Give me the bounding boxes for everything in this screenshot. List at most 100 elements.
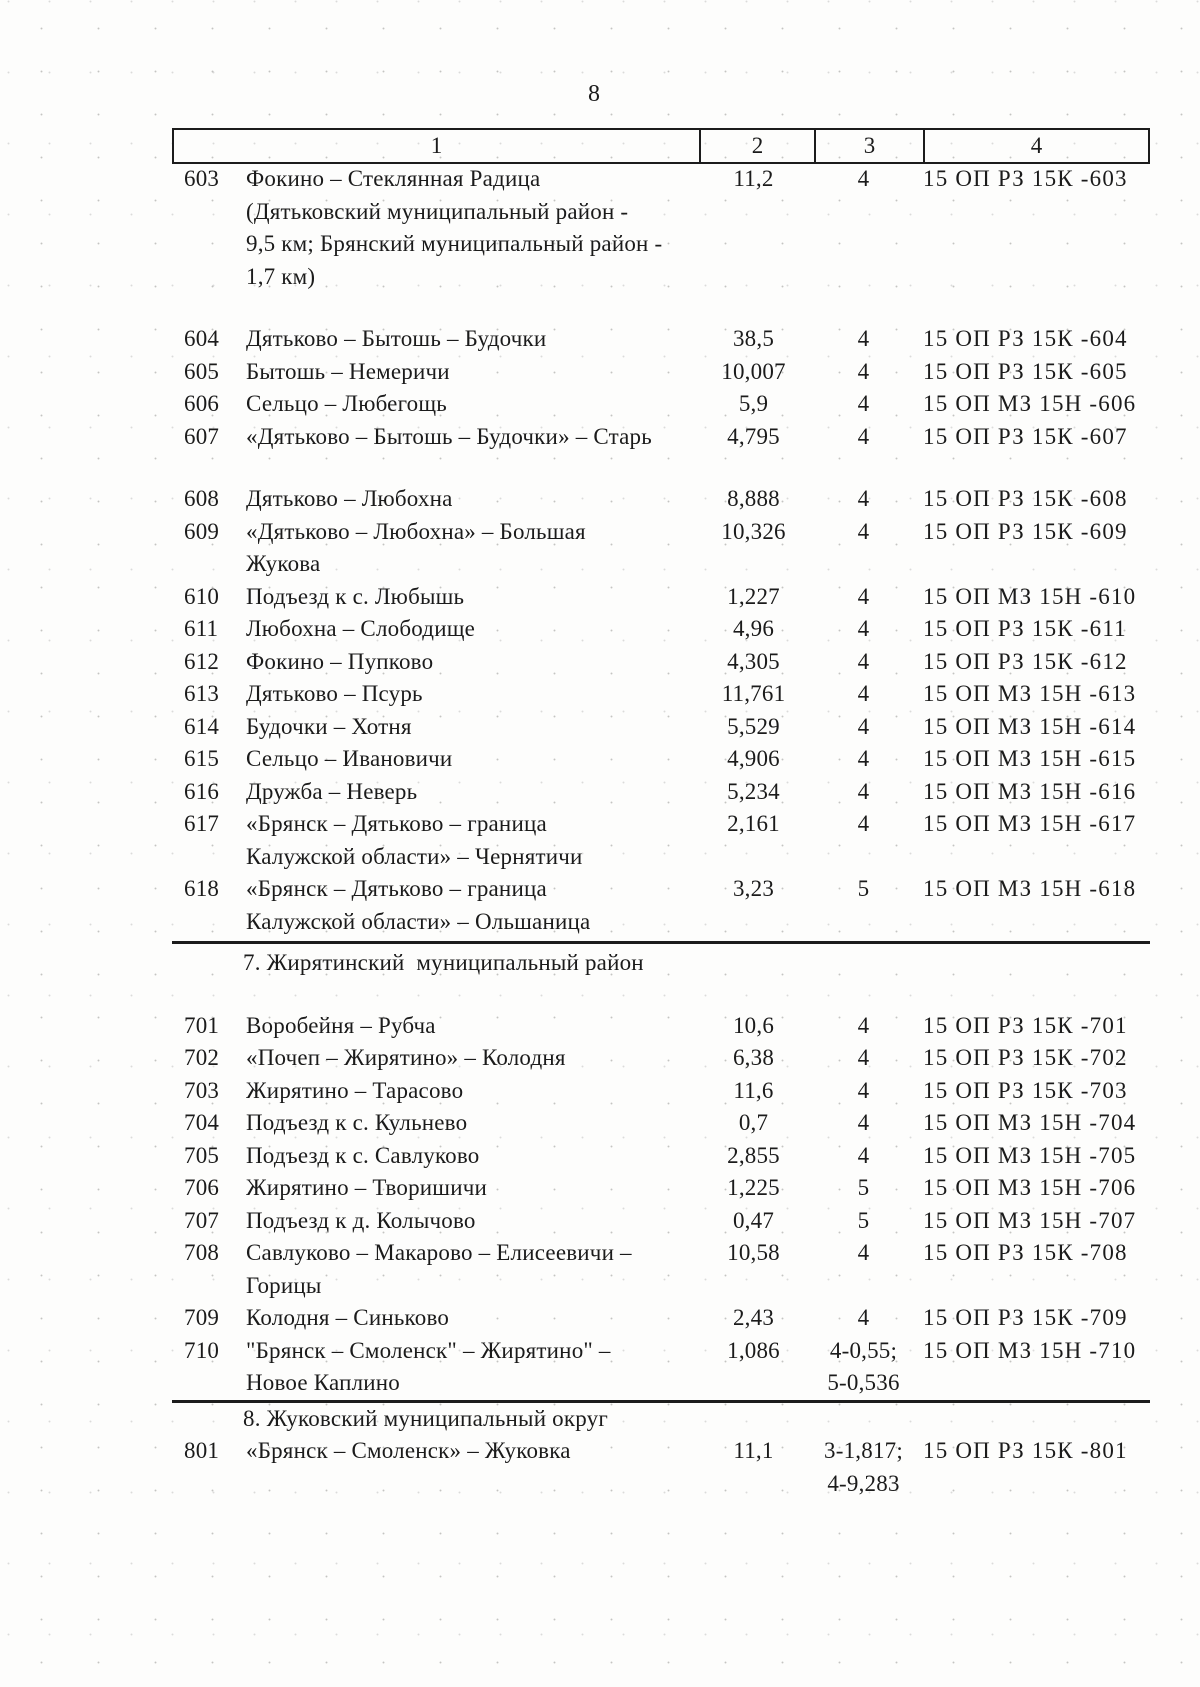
- road-id-number: 15 ОП МЗ 15Н -704: [923, 1110, 1137, 1135]
- table-row: 606 Сельцо – Любегощь 5,9 4 15 ОП МЗ 15Н…: [184, 388, 1150, 421]
- road-length-km: 11,2: [733, 166, 774, 191]
- row-number: 604: [184, 326, 220, 351]
- table-row: 607 «Дятьково – Бытошь – Будочки» – Стар…: [184, 421, 1150, 454]
- road-id-number: 15 ОП МЗ 15Н -614: [923, 713, 1137, 739]
- road-name: Савлуково – Макарово – Елисеевичи – Гори…: [246, 1240, 632, 1298]
- table-row: 702 «Почеп – Жирятино» – Колодня 6,38 4 …: [184, 1042, 1150, 1075]
- column-header-1: 1: [430, 133, 443, 158]
- road-category: 4: [857, 326, 870, 351]
- road-category: 4: [857, 358, 870, 384]
- road-name: «Дятьково – Любохна» – Большая Жукова: [246, 518, 586, 577]
- row-number: 707: [184, 1207, 220, 1233]
- road-id-number: 15 ОП РЗ 15К -608: [923, 486, 1128, 511]
- row-number: 613: [184, 681, 220, 706]
- road-name: Подъезд к с. Савлуково: [246, 1142, 480, 1168]
- table-body: 603 Фокино – Стеклянная Радица (Дятьковс…: [172, 163, 1150, 1500]
- table-row: 613 Дятьково – Псурь 11,761 4 15 ОП МЗ 1…: [184, 678, 1150, 711]
- road-name: Жирятино – Творишичи: [246, 1175, 487, 1200]
- road-category: 4: [857, 1077, 870, 1103]
- row-number: 611: [184, 616, 219, 641]
- road-id-number: 15 ОП РЗ 15К -701: [923, 1012, 1128, 1038]
- road-id-number: 15 ОП МЗ 15Н -613: [923, 681, 1137, 706]
- table-row: 611 Любохна – Слободище 4,96 4 15 ОП РЗ …: [184, 613, 1150, 646]
- road-category: 4: [857, 681, 870, 706]
- table-row: 701 Воробейня – Рубча 10,6 4 15 ОП РЗ 15…: [184, 1010, 1150, 1043]
- row-number: 708: [184, 1240, 220, 1265]
- section-divider: [172, 1399, 1150, 1403]
- table-row: 605 Бытошь – Немеричи 10,007 4 15 ОП РЗ …: [184, 356, 1150, 389]
- table-row: 603 Фокино – Стеклянная Радица (Дятьковс…: [184, 163, 1150, 293]
- road-length-km: 2,855: [727, 1142, 780, 1168]
- road-name: «Брянск – Дятьково – граница Калужской о…: [246, 811, 583, 869]
- road-length-km: 4,96: [732, 616, 775, 641]
- road-name: Дятьково – Псурь: [246, 681, 423, 706]
- road-length-km: 4,906: [727, 746, 780, 771]
- road-id-number: 15 ОП РЗ 15К -609: [923, 518, 1128, 544]
- road-id-number: 15 ОП РЗ 15К -603: [923, 166, 1128, 191]
- road-id-number: 15 ОП РЗ 15К -604: [923, 326, 1128, 351]
- row-number: 616: [184, 778, 220, 804]
- road-id-number: 15 ОП МЗ 15Н -617: [923, 811, 1137, 836]
- table-row: 618 «Брянск – Дятьково – граница Калужск…: [184, 873, 1150, 938]
- road-id-number: 15 ОП РЗ 15К -709: [923, 1305, 1128, 1330]
- table-row: 706 Жирятино – Творишичи 1,225 5 15 ОП М…: [184, 1172, 1150, 1205]
- road-name: «Дятьково – Бытошь – Будочки» – Старь: [246, 423, 652, 449]
- road-id-number: 15 ОП РЗ 15К -612: [923, 648, 1128, 674]
- road-name: Дятьково – Бытошь – Будочки: [246, 326, 547, 351]
- road-category: 4: [857, 616, 870, 641]
- road-length-km: 11,1: [733, 1438, 774, 1463]
- road-name: Колодня – Синьково: [246, 1305, 450, 1330]
- road-length-km: 5,234: [727, 778, 780, 804]
- row-number: 706: [184, 1175, 220, 1200]
- road-category: 4: [857, 423, 870, 449]
- row-number: 605: [184, 358, 220, 384]
- column-header-3: 3: [814, 130, 923, 162]
- road-length-km: 10,326: [721, 518, 786, 544]
- row-number: 704: [184, 1110, 220, 1135]
- section-heading-district-7: 7. Жирятинский муниципальный район: [243, 950, 644, 975]
- road-id-number: 15 ОП МЗ 15Н -705: [923, 1142, 1137, 1168]
- road-name: Фокино – Стеклянная Радица (Дятьковский …: [246, 166, 663, 289]
- road-name: Подъезд к с. Кульнево: [246, 1110, 468, 1135]
- road-id-number: 15 ОП МЗ 15Н -707: [923, 1207, 1137, 1233]
- road-id-number: 15 ОП РЗ 15К -611: [923, 616, 1127, 641]
- table-row: 612 Фокино – Пупково 4,305 4 15 ОП РЗ 15…: [184, 646, 1150, 679]
- road-name: Воробейня – Рубча: [246, 1012, 436, 1038]
- road-name: Сельцо – Ивановичи: [246, 746, 453, 771]
- row-number: 801: [184, 1438, 220, 1463]
- row-spacer: [184, 453, 1150, 483]
- road-category: 4: [857, 486, 870, 511]
- road-name: Фокино – Пупково: [246, 648, 434, 674]
- road-category: 4: [857, 1142, 870, 1168]
- table-row: 609 «Дятьково – Любохна» – Большая Жуков…: [184, 516, 1150, 581]
- road-category: 5: [857, 876, 870, 901]
- road-category: 4: [857, 778, 870, 804]
- road-length-km: 8,888: [727, 486, 780, 511]
- section-heading-district-8: 8. Жуковский муниципальный округ: [243, 1405, 608, 1431]
- road-category: 4: [857, 746, 870, 771]
- row-number: 709: [184, 1305, 220, 1330]
- table-row: 616 Дружба – Неверь 5,234 4 15 ОП МЗ 15Н…: [184, 776, 1150, 809]
- row-number: 607: [184, 423, 220, 449]
- road-name: «Почеп – Жирятино» – Колодня: [246, 1045, 566, 1070]
- table-row: 704 Подъезд к с. Кульнево 0,7 4 15 ОП МЗ…: [184, 1107, 1150, 1140]
- table-row: 705 Подъезд к с. Савлуково 2,855 4 15 ОП…: [184, 1140, 1150, 1173]
- road-category: 4: [857, 1110, 870, 1135]
- row-number: 617: [184, 811, 220, 836]
- road-id-number: 15 ОП МЗ 15Н -616: [923, 778, 1137, 804]
- road-category: 4: [857, 1240, 870, 1265]
- road-category: 5: [857, 1207, 870, 1233]
- road-length-km: 38,5: [732, 326, 775, 351]
- row-number: 615: [184, 746, 220, 771]
- road-length-km: 1,086: [727, 1337, 780, 1363]
- row-number: 701: [184, 1012, 220, 1038]
- row-number: 606: [184, 391, 220, 416]
- road-category: 4: [857, 166, 870, 191]
- column-header-4: 4: [923, 130, 1148, 162]
- road-length-km: 1,225: [727, 1175, 780, 1200]
- road-category: 4-0,55; 5-0,536: [827, 1337, 900, 1396]
- row-number: 610: [184, 583, 220, 609]
- row-number: 609: [184, 518, 220, 544]
- table-row: 614 Будочки – Хотня 5,529 4 15 ОП МЗ 15Н…: [184, 711, 1150, 744]
